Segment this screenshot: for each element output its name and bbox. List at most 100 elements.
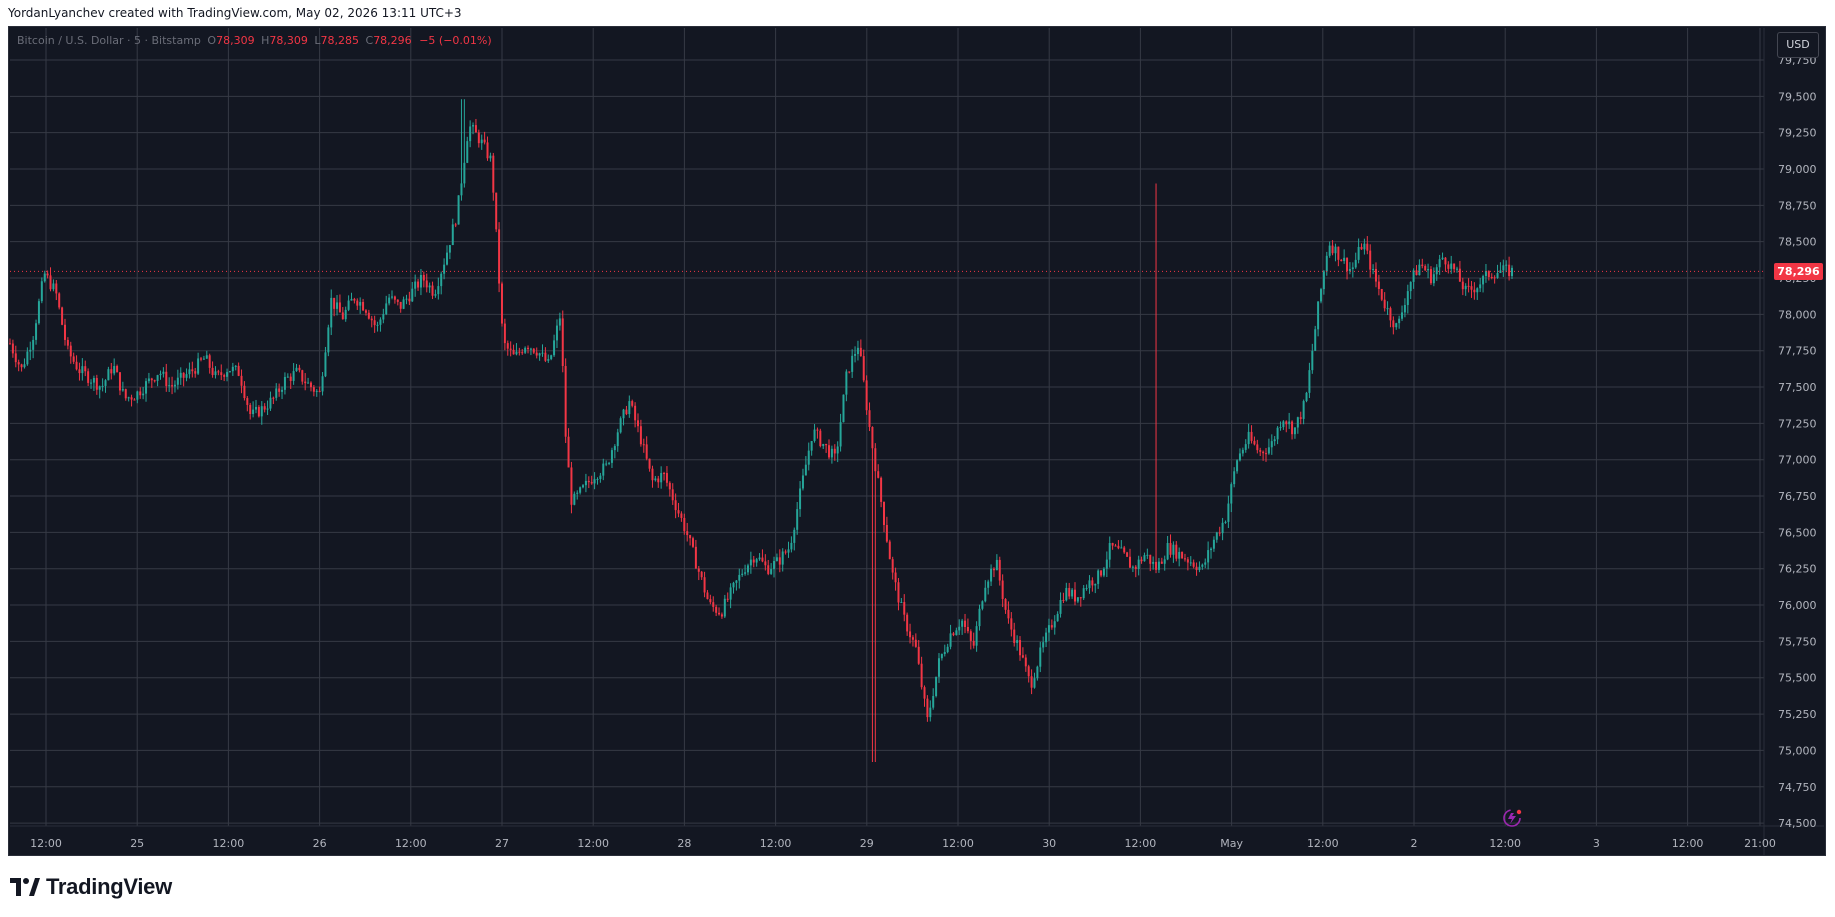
candle-body — [613, 446, 616, 451]
high-label: H — [261, 34, 270, 47]
candle-body — [506, 343, 509, 349]
candle-body — [72, 356, 75, 362]
candle-body — [341, 312, 344, 320]
candle-body — [532, 348, 535, 353]
candle-body — [1285, 421, 1288, 425]
candle-body — [671, 489, 674, 501]
candle-body — [1097, 570, 1100, 584]
candle-body — [503, 323, 506, 344]
candle-body — [799, 488, 802, 510]
candle-body — [46, 273, 49, 276]
y-axis: 74,500 74,750 75,000 75,250 75,500 75,750 76,0… — [1778, 54, 1817, 830]
candle-body — [1438, 259, 1441, 268]
candle-body — [584, 480, 587, 486]
candle-body — [645, 444, 648, 459]
candle-body — [1004, 598, 1007, 610]
candle-body — [547, 359, 550, 361]
candle-body — [842, 394, 845, 423]
candle-body — [567, 436, 570, 468]
candle-body — [379, 319, 382, 325]
replay-icon[interactable] — [1499, 805, 1525, 831]
candle-body — [807, 450, 810, 465]
candle-body — [104, 380, 107, 386]
candle-body — [350, 298, 353, 301]
candle-body — [590, 482, 593, 484]
candle-body — [20, 364, 23, 368]
candle-body — [1302, 401, 1305, 419]
candle-body — [848, 371, 851, 373]
candle-body — [1045, 632, 1048, 643]
candle-body — [1120, 547, 1123, 549]
chart-panel[interactable] — [8, 26, 1826, 856]
candle-body — [937, 658, 940, 677]
candle-body — [1114, 545, 1117, 547]
candle-body — [1166, 543, 1169, 560]
candle-body — [1030, 676, 1033, 688]
candle-body — [391, 296, 394, 298]
candle-body — [911, 637, 914, 640]
candle-body — [1343, 257, 1346, 261]
candle-body — [1221, 522, 1224, 534]
candle-body — [480, 139, 483, 144]
candle-body — [40, 281, 43, 302]
candle-body — [639, 426, 642, 445]
candle-body — [998, 559, 1001, 581]
x-tick-label: 2 — [1411, 837, 1418, 850]
candle-body — [677, 510, 680, 514]
candle-body — [856, 347, 859, 355]
candle-body — [417, 281, 420, 288]
candle-body — [254, 406, 257, 410]
candle-body — [171, 385, 174, 387]
candle-body — [1351, 267, 1354, 270]
symbol-name[interactable]: Bitcoin / U.S. Dollar · 5 · Bitstamp — [17, 34, 201, 47]
candle-body — [440, 273, 443, 287]
candle-body — [414, 281, 417, 289]
candle-body — [1192, 562, 1195, 567]
candle-body — [1357, 246, 1360, 260]
candle-body — [226, 372, 229, 377]
candle-body — [1195, 566, 1198, 571]
candle-body — [599, 475, 602, 480]
candle-body — [84, 366, 87, 372]
candle-body — [304, 381, 307, 384]
currency-button[interactable]: USD — [1777, 32, 1819, 58]
change-value: −5 (−0.01%) — [419, 34, 492, 47]
candle-body — [498, 229, 501, 284]
candle-body — [868, 410, 871, 427]
candle-body — [706, 592, 709, 600]
candle-body — [558, 318, 561, 326]
candle-body — [726, 598, 729, 600]
candle-body — [29, 349, 32, 352]
candle-body — [220, 372, 223, 376]
candle-body — [1013, 629, 1016, 643]
candle-body — [691, 538, 694, 547]
candle-body — [804, 464, 807, 476]
candle-body — [729, 587, 732, 600]
candle-body — [1334, 246, 1337, 254]
candle-body — [61, 307, 64, 325]
candle-body — [987, 581, 990, 588]
candle-body — [1146, 554, 1149, 556]
candle-body — [1140, 559, 1143, 562]
candle-body — [17, 362, 20, 365]
candle-body — [434, 294, 437, 296]
candle-body — [1398, 318, 1401, 324]
candle-body — [159, 373, 162, 376]
candle-body — [955, 630, 958, 636]
candle-body — [92, 377, 95, 383]
symbol-legend[interactable]: Bitcoin / U.S. Dollar · 5 · Bitstamp O78… — [17, 34, 492, 47]
candle-body — [796, 509, 799, 530]
candle-body — [952, 633, 955, 636]
candle-body — [874, 448, 877, 472]
candle-body — [266, 408, 269, 410]
candle-body — [188, 369, 191, 375]
candle-body — [1181, 551, 1184, 559]
candle-body — [1508, 264, 1511, 277]
tradingview-logo[interactable]: TradingView — [10, 874, 172, 900]
candle-body — [246, 398, 249, 405]
candle-body — [816, 429, 819, 431]
candle-body — [1432, 274, 1435, 284]
candle-body — [165, 371, 168, 387]
x-tick-label: 27 — [495, 837, 509, 850]
